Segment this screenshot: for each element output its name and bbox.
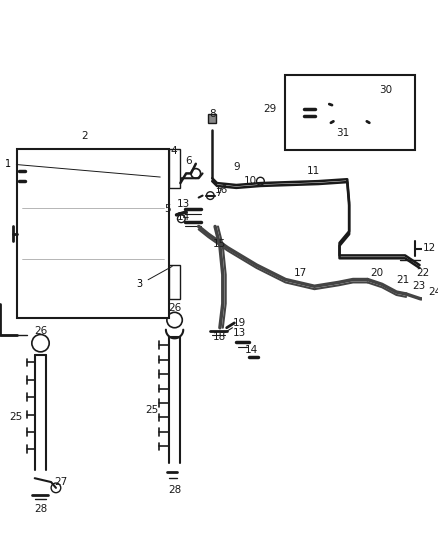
Text: 27: 27 <box>54 477 67 487</box>
Text: 11: 11 <box>307 166 320 176</box>
Text: 30: 30 <box>379 85 392 94</box>
Text: 16: 16 <box>215 185 229 195</box>
Bar <box>169 265 180 299</box>
Text: 14: 14 <box>245 345 258 355</box>
Text: 5: 5 <box>165 204 171 214</box>
Text: 19: 19 <box>233 318 246 328</box>
Text: 9: 9 <box>233 161 240 172</box>
Text: 31: 31 <box>336 128 349 138</box>
Text: 28: 28 <box>34 504 47 514</box>
Text: 1: 1 <box>5 159 160 177</box>
Text: 3: 3 <box>137 266 172 289</box>
Text: 29: 29 <box>263 104 277 114</box>
Text: 4: 4 <box>170 146 177 156</box>
Text: 12: 12 <box>423 243 436 253</box>
Text: 25: 25 <box>9 413 22 423</box>
Text: 14: 14 <box>177 212 190 222</box>
Bar <box>285 75 415 150</box>
Text: 2: 2 <box>81 131 88 141</box>
Bar <box>18 149 169 318</box>
Text: 10: 10 <box>244 176 258 186</box>
Text: 28: 28 <box>168 485 181 495</box>
Text: 17: 17 <box>293 268 307 278</box>
Text: 23: 23 <box>412 281 425 291</box>
Text: 22: 22 <box>416 268 429 278</box>
Text: 6: 6 <box>186 156 192 166</box>
Bar <box>208 114 216 123</box>
Text: 26: 26 <box>168 303 181 313</box>
Text: 13: 13 <box>177 199 190 209</box>
Text: 25: 25 <box>145 405 158 415</box>
Text: 21: 21 <box>396 274 410 285</box>
Text: 13: 13 <box>233 328 246 337</box>
Text: 7: 7 <box>215 188 221 198</box>
Text: 15: 15 <box>213 239 226 249</box>
Text: 26: 26 <box>34 326 47 336</box>
Circle shape <box>344 106 360 122</box>
Text: 20: 20 <box>371 268 384 278</box>
Bar <box>169 149 180 188</box>
Text: 24: 24 <box>428 287 438 297</box>
Text: 8: 8 <box>209 109 215 119</box>
Text: 18: 18 <box>213 333 226 342</box>
